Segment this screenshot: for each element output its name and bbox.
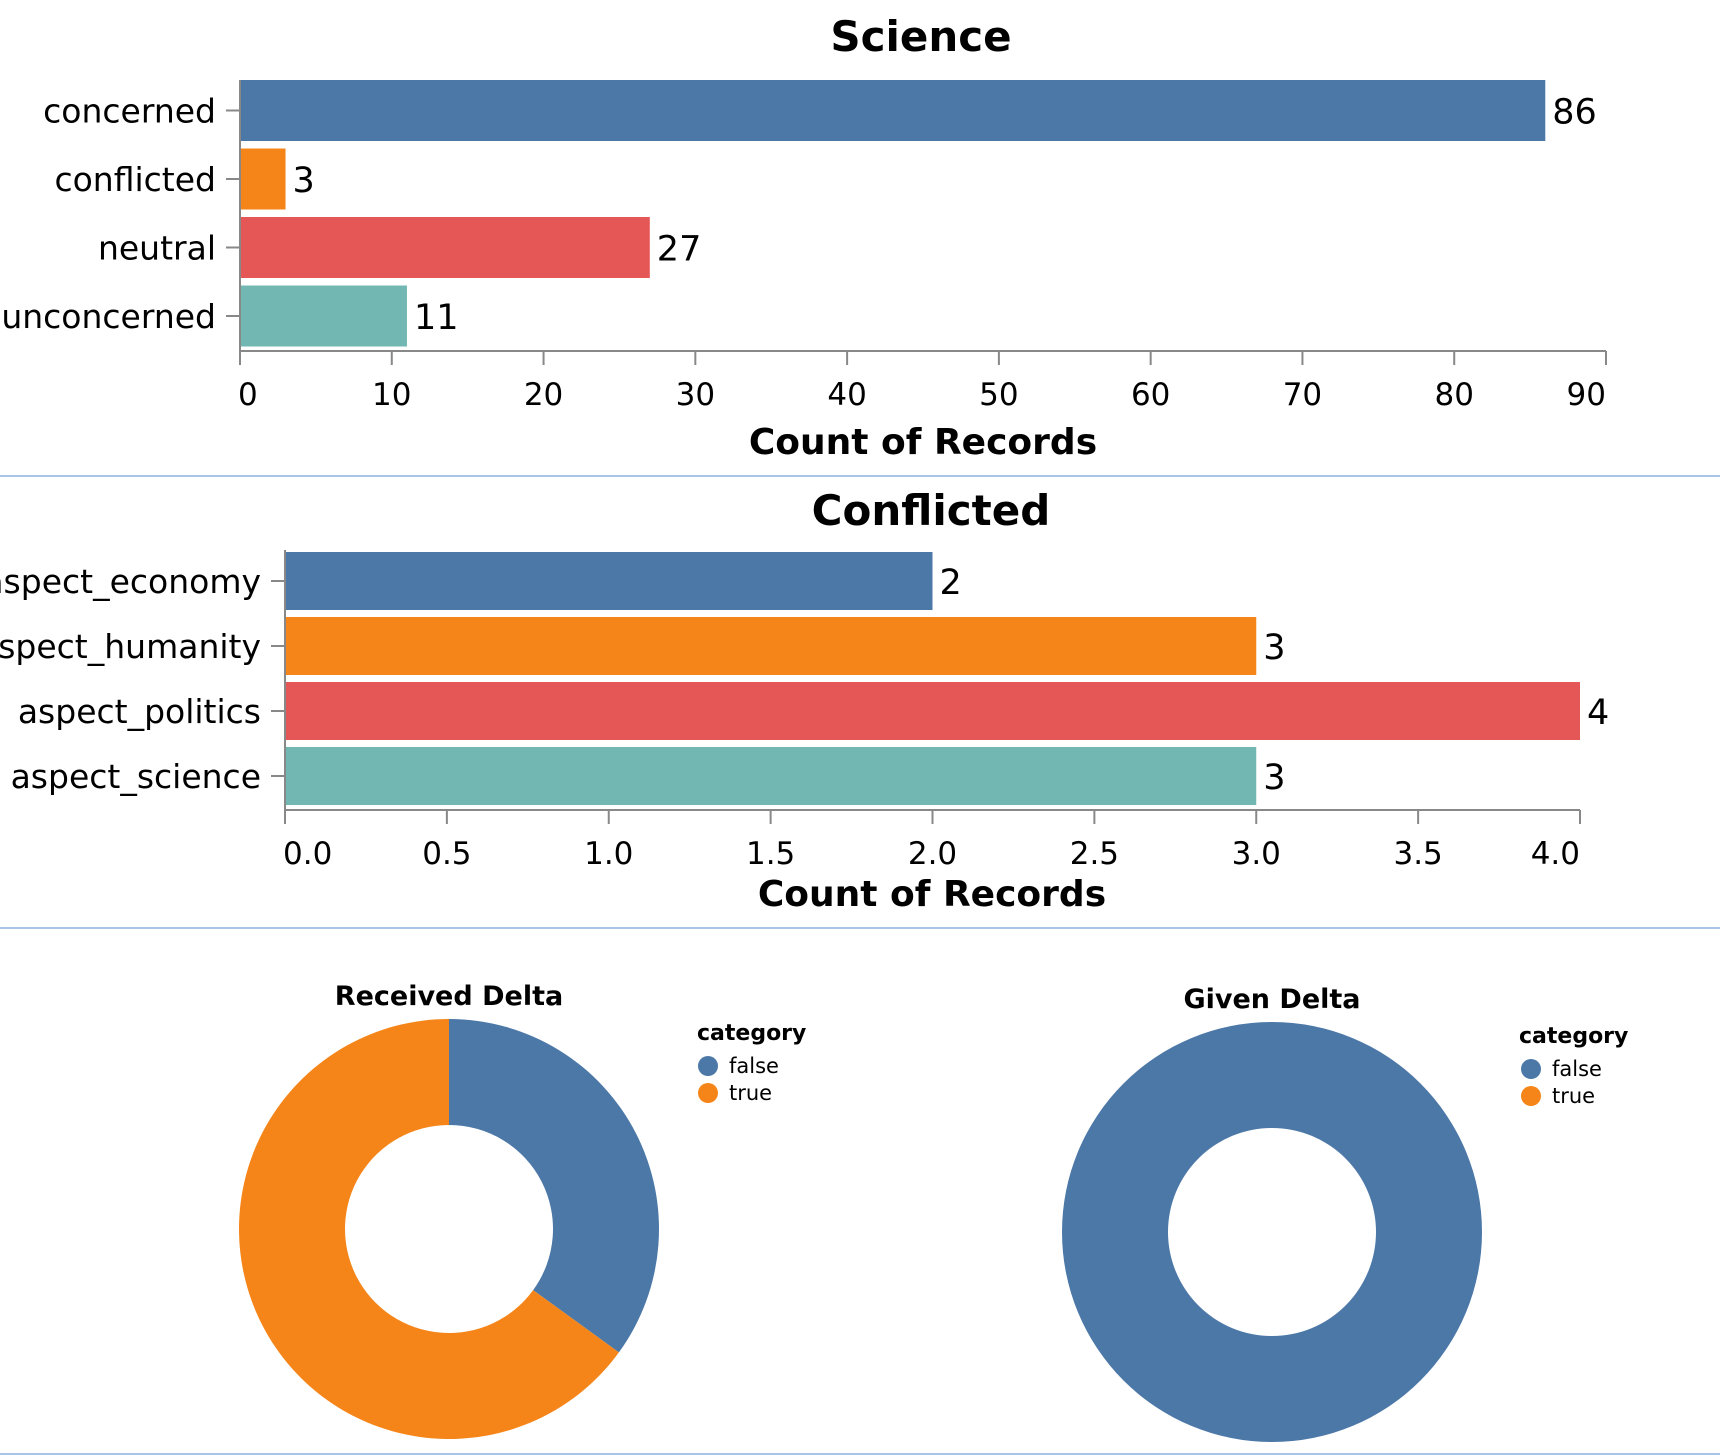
given-legend-true-label: true xyxy=(1552,1084,1595,1108)
received-delta-title: Received Delta xyxy=(335,981,563,1012)
category-label-conflicted: conflicted xyxy=(54,160,216,199)
bar-aspect_humanity xyxy=(285,617,1257,675)
received-delta-slices xyxy=(238,1019,660,1440)
science-x-axis-title: Count of Records xyxy=(749,422,1097,463)
science-category-labels: concerned conflicted neutral unconcerned xyxy=(1,92,240,336)
conflicted-bar-chart: Conflicted 2 3 4 3 aspect_economy aspect_hum… xyxy=(0,486,1609,915)
slice-false xyxy=(449,1019,660,1353)
data-label-unconcerned: 11 xyxy=(414,298,459,338)
data-label-conflicted: 3 xyxy=(293,161,315,201)
x-tick-label-8: 4.0 xyxy=(1531,836,1580,872)
x-tick-label-1: 0.5 xyxy=(422,836,471,872)
science-chart-title: Science xyxy=(830,12,1011,61)
conflicted-chart-title: Conflicted xyxy=(812,486,1051,535)
science-bar-chart: Science 86 3 27 11 concerned conflicted neutr… xyxy=(1,12,1607,463)
x-tick-label-1: 10 xyxy=(372,377,411,413)
received-legend-true-label: true xyxy=(729,1081,772,1105)
given-legend-false-swatch xyxy=(1521,1059,1541,1079)
x-tick-label-7: 70 xyxy=(1283,377,1322,413)
data-label-aspect_science: 3 xyxy=(1263,758,1285,798)
received-legend-false-swatch xyxy=(698,1056,718,1076)
data-label-aspect_economy: 2 xyxy=(940,563,962,603)
bar-aspect_economy xyxy=(285,552,933,610)
received-legend-false-label: false xyxy=(729,1054,779,1078)
given-legend-title: category xyxy=(1519,1024,1628,1049)
science-x-ticks: 0 10 20 30 40 50 60 70 80 90 xyxy=(238,351,1607,413)
x-tick-label-3: 30 xyxy=(676,377,715,413)
data-label-concerned: 86 xyxy=(1552,93,1597,133)
x-tick-label-5: 50 xyxy=(979,377,1018,413)
bar-concerned xyxy=(240,80,1546,141)
x-tick-label-2: 20 xyxy=(524,377,563,413)
x-tick-label-0: 0.0 xyxy=(283,836,332,872)
x-tick-label-6: 60 xyxy=(1131,377,1170,413)
given-delta-legend: category false true xyxy=(1519,1024,1628,1108)
category-label-aspect_politics: aspect_politics xyxy=(18,692,261,731)
conflicted-category-labels: aspect_economy aspect_humanity aspect_poli… xyxy=(0,562,285,796)
slice-false xyxy=(1062,1022,1482,1442)
category-label-neutral: neutral xyxy=(98,229,216,268)
category-label-aspect_economy: aspect_economy xyxy=(0,562,261,601)
x-tick-label-6: 3.0 xyxy=(1232,836,1281,872)
bar-neutral xyxy=(240,217,650,278)
bar-aspect_politics xyxy=(285,682,1580,740)
given-legend-true-swatch xyxy=(1521,1086,1541,1106)
bar-unconcerned xyxy=(240,285,407,347)
x-tick-label-3: 1.5 xyxy=(746,836,795,872)
received-delta-donut-chart: Received Delta category false true xyxy=(238,981,806,1440)
x-tick-label-0: 0 xyxy=(238,377,258,413)
bar-conflicted xyxy=(240,148,286,210)
conflicted-bars xyxy=(285,552,1580,805)
data-label-aspect_humanity: 3 xyxy=(1263,628,1285,668)
category-label-concerned: concerned xyxy=(43,92,216,131)
x-tick-label-4: 2.0 xyxy=(908,836,957,872)
category-label-aspect_science: aspect_science xyxy=(11,757,261,796)
slice-true xyxy=(238,1019,619,1440)
given-delta-donut-chart: Given Delta category false true xyxy=(1062,984,1628,1442)
data-label-neutral: 27 xyxy=(657,230,702,270)
conflicted-x-ticks: 0.0 0.5 1.0 1.5 2.0 2.5 3.0 3.5 4.0 xyxy=(283,810,1581,872)
given-delta-slices xyxy=(1062,1022,1482,1442)
x-tick-label-4: 40 xyxy=(827,377,866,413)
given-delta-title: Given Delta xyxy=(1183,984,1360,1015)
received-legend-true-swatch xyxy=(698,1083,718,1103)
x-tick-label-9: 90 xyxy=(1567,377,1606,413)
conflicted-x-axis-title: Count of Records xyxy=(758,874,1106,915)
x-tick-label-2: 1.0 xyxy=(584,836,633,872)
x-tick-label-8: 80 xyxy=(1434,377,1473,413)
received-legend-title: category xyxy=(697,1021,806,1046)
given-legend-false-label: false xyxy=(1552,1057,1602,1081)
category-label-unconcerned: unconcerned xyxy=(1,297,216,336)
received-delta-legend: category false true xyxy=(697,1021,806,1105)
science-data-labels: 86 3 27 11 xyxy=(293,93,1597,339)
x-tick-label-7: 3.5 xyxy=(1393,836,1442,872)
bar-aspect_science xyxy=(285,747,1257,805)
data-label-aspect_politics: 4 xyxy=(1587,693,1609,733)
conflicted-data-labels: 2 3 4 3 xyxy=(940,563,1610,798)
x-tick-label-5: 2.5 xyxy=(1070,836,1119,872)
category-label-aspect_humanity: aspect_humanity xyxy=(0,627,261,666)
science-bars xyxy=(240,80,1546,347)
